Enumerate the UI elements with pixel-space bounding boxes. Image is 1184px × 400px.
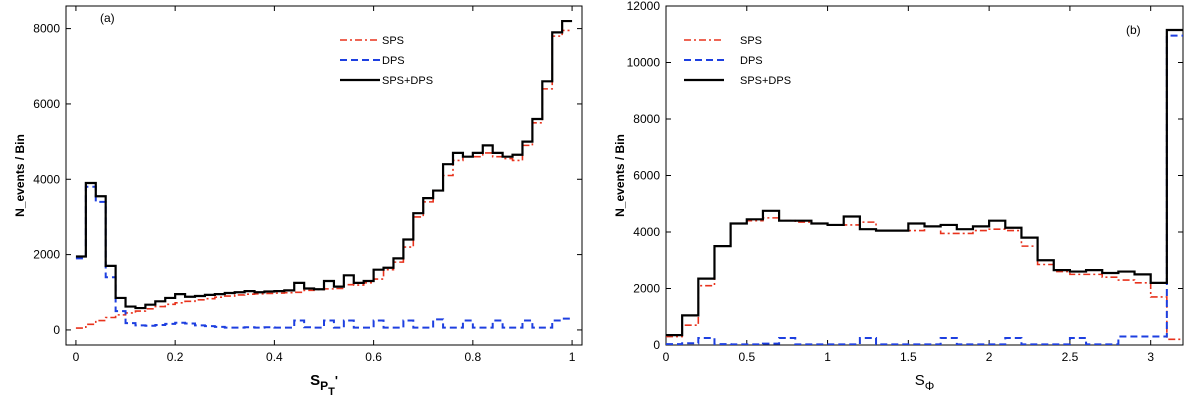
- x-tick-label: 0.6: [365, 350, 382, 364]
- y-tick-label: 8000: [33, 22, 60, 36]
- series-sps: [666, 217, 1183, 341]
- x-tick-label: 2.5: [1062, 350, 1079, 364]
- y-tick-label: 2000: [33, 248, 60, 262]
- series-dps: [75, 185, 573, 329]
- y-tick-label: 2000: [633, 282, 660, 296]
- series-sps-dps: [75, 19, 573, 310]
- x-axis-label: SPT': [310, 372, 338, 398]
- y-axis-label: N_events / Bin: [613, 134, 627, 217]
- x-tick-label: 0.8: [465, 350, 482, 364]
- y-axis-label: N_events / Bin: [13, 134, 27, 217]
- series-dps: [666, 34, 1183, 345]
- series-sps-dps: [666, 28, 1183, 337]
- panel-label: (b): [1126, 23, 1141, 37]
- legend-label: SPS+DPS: [740, 75, 791, 87]
- y-tick-label: 12000: [627, 0, 661, 13]
- legend-label: SPS: [382, 35, 404, 47]
- x-tick-label: 0: [73, 350, 80, 364]
- x-tick-label: 1.5: [900, 350, 917, 364]
- y-tick-label: 8000: [633, 112, 660, 126]
- y-tick-label: 6000: [33, 97, 60, 111]
- chart-panel-a: 0 0.2 0.4 0.6 0.8 1 0 2000 4000 6000 8000 N_events …: [13, 5, 583, 398]
- legend-label: DPS: [382, 55, 405, 67]
- x-tick-label: 1: [824, 350, 831, 364]
- legend-label: DPS: [740, 55, 763, 67]
- plot-frame: [65, 5, 583, 346]
- x-tick-label: 0: [663, 350, 670, 364]
- x-tick-label: 0.4: [266, 350, 283, 364]
- x-tick-label: 3: [1147, 350, 1154, 364]
- y-tick-label: 0: [653, 338, 660, 352]
- x-tick-label: 1: [569, 350, 576, 364]
- x-tick-label: 2: [986, 350, 993, 364]
- y-tick-label: 4000: [633, 225, 660, 239]
- y-tick-label: 4000: [33, 172, 60, 186]
- legend-label: SPS: [740, 35, 762, 47]
- y-tick-label: 6000: [633, 169, 660, 183]
- panel-label: (a): [100, 11, 115, 25]
- y-tick-label: 0: [53, 323, 60, 337]
- x-tick-label: 0.2: [167, 350, 184, 364]
- x-tick-label: 0.5: [738, 350, 755, 364]
- x-axis-label: SΦ: [915, 372, 935, 393]
- legend-label: SPS+DPS: [382, 75, 433, 87]
- chart-panel-b: 0 0.5 1 1.5 2 2.5 3 0 2000 4000 6000 8000 10000 12000…: [613, 0, 1184, 393]
- y-tick-label: 10000: [627, 56, 661, 70]
